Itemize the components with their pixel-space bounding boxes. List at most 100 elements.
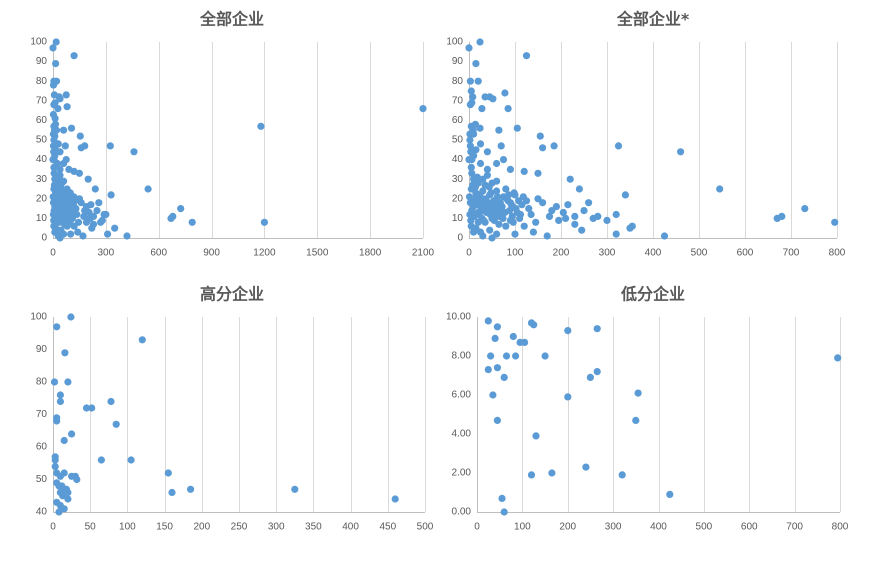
data-point [107,191,115,199]
data-point [54,105,62,113]
data-point [55,93,63,101]
data-point [486,226,494,234]
data-point [476,38,484,46]
data-point [493,323,501,331]
x-tick-label: 2100 [412,248,435,259]
data-point [75,169,83,177]
y-tick-label: 2.00 [452,468,472,479]
data-point [50,163,58,171]
y-tick-label: 90 [36,344,48,355]
y-tick-label: 90 [36,56,48,67]
x-tick-label: 50 [85,522,97,533]
data-point [478,105,486,113]
data-point [51,195,59,203]
data-point [500,373,508,381]
data-point [530,321,538,329]
data-point [550,142,558,150]
data-point [476,191,484,199]
data-point [511,230,519,238]
data-point [56,165,64,173]
data-point [468,99,476,107]
data-point [111,224,119,232]
data-point [52,60,60,68]
x-tick-label: 200 [193,522,210,533]
data-point [532,218,540,226]
x-tick-label: 200 [553,248,570,259]
data-point [564,393,572,401]
data-point [51,462,59,471]
data-point [82,404,91,412]
data-point [509,332,517,341]
chart-title: 全部企业* [616,10,690,29]
data-point [559,208,567,217]
data-point [468,156,476,164]
data-point [716,185,724,193]
data-point [831,218,839,226]
data-point [500,508,508,516]
data-point [482,195,490,203]
data-point [539,199,547,207]
data-point [88,404,96,412]
x-tick-label: 700 [783,248,800,259]
y-tick-label: 100 [30,37,47,48]
data-point [541,352,549,360]
data-point [84,175,92,183]
x-tick-label: 300 [268,522,285,533]
data-point [562,214,570,222]
data-point [50,156,58,164]
data-point [628,222,636,230]
data-point [481,203,489,211]
data-point [555,216,563,224]
data-point [69,210,77,219]
data-point [489,391,497,399]
data-point [493,364,501,372]
x-tick-label: 800 [829,248,846,259]
data-point [67,205,75,213]
data-point [512,205,520,213]
data-point [632,416,640,424]
chart-title: 全部企业 [199,10,264,29]
data-point [493,230,501,238]
data-point [520,167,528,175]
data-point [62,156,70,164]
data-point [509,218,517,226]
data-point [60,207,68,215]
data-point [494,207,502,215]
data-point [485,183,493,191]
data-point [497,142,505,150]
data-point [63,103,71,111]
chart-high: 高分企业 40 50 60 70 80 90 100 0 50 100 150 200 250 300 350… [30,285,433,533]
x-tick-label: 1200 [253,248,276,259]
data-point [479,232,487,240]
y-tick-label: 0.00 [452,507,472,518]
data-point [495,220,503,228]
y-tick-label: 70 [36,95,48,106]
data-point [476,159,485,168]
data-point [521,338,529,346]
data-point [491,334,499,342]
data-point [260,218,268,226]
x-tick-label: 100 [507,248,524,259]
data-point [486,210,494,219]
data-point [88,224,96,232]
x-tick-label: 700 [786,522,803,533]
data-point [469,126,477,134]
data-point [55,203,63,211]
data-point [467,163,475,171]
x-tick-label: 900 [203,248,220,259]
data-point [589,214,597,222]
data-point [502,222,510,230]
data-point [481,93,489,101]
data-point [578,226,586,234]
data-point [107,397,115,406]
x-tick-label: 400 [342,522,359,533]
data-point [571,220,579,228]
data-point [50,378,59,386]
data-point [70,193,78,201]
data-point [621,191,630,199]
data-point [164,469,172,477]
data-point [74,228,82,236]
data-point [499,156,508,164]
data-point [484,366,492,374]
